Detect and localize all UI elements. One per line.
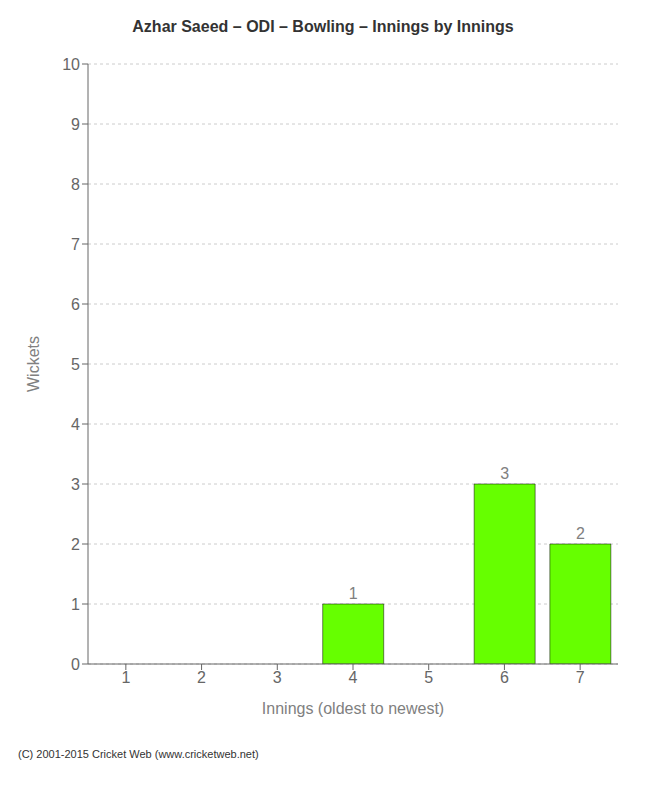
svg-text:2: 2 — [197, 669, 206, 686]
svg-text:5: 5 — [424, 669, 433, 686]
svg-text:8: 8 — [71, 176, 80, 193]
svg-text:Innings (oldest to newest): Innings (oldest to newest) — [262, 700, 444, 717]
svg-text:7: 7 — [576, 669, 585, 686]
svg-text:Wickets: Wickets — [25, 336, 42, 392]
svg-text:10: 10 — [62, 56, 80, 73]
svg-text:4: 4 — [349, 669, 358, 686]
svg-text:7: 7 — [71, 236, 80, 253]
svg-text:1: 1 — [71, 596, 80, 613]
svg-text:0: 0 — [71, 656, 80, 673]
svg-text:6: 6 — [500, 669, 509, 686]
svg-text:3: 3 — [273, 669, 282, 686]
svg-text:4: 4 — [71, 416, 80, 433]
svg-text:5: 5 — [71, 356, 80, 373]
svg-text:1: 1 — [349, 585, 358, 602]
svg-text:1: 1 — [121, 669, 130, 686]
svg-text:3: 3 — [500, 465, 509, 482]
svg-text:2: 2 — [71, 536, 80, 553]
svg-text:2: 2 — [576, 525, 585, 542]
html-text:(C) 2001-2015 Cricket Web (www: (C) 2001-2015 Cricket Web (www.cricketwe… — [18, 748, 259, 760]
html-text:Azhar Saeed – ODI – Bowling –: Azhar Saeed – ODI – Bowling – Innings by… — [132, 18, 514, 35]
svg-text:3: 3 — [71, 476, 80, 493]
svg-text:6: 6 — [71, 296, 80, 313]
svg-text:9: 9 — [71, 116, 80, 133]
